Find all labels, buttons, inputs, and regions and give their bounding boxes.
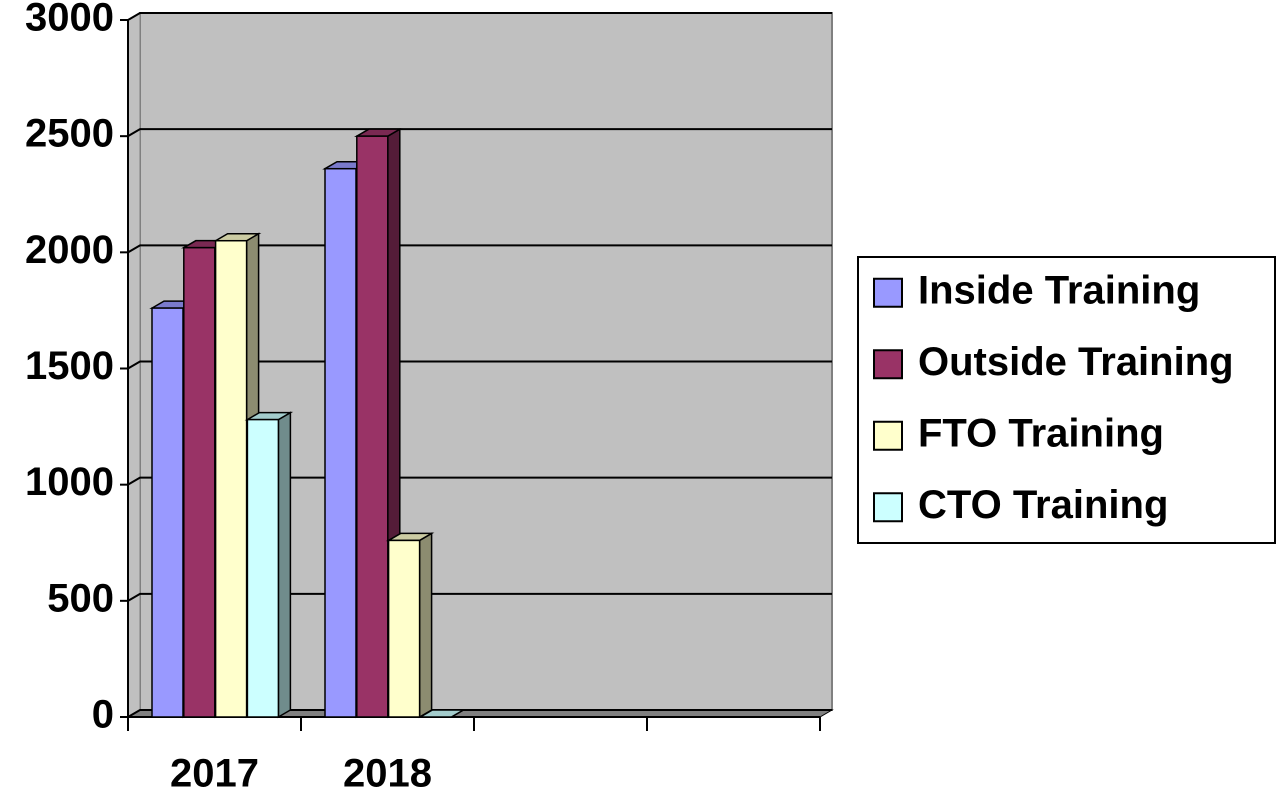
grid-line [127,360,832,370]
y-tick-label: 3000 [25,0,114,40]
legend-swatch [873,492,903,523]
bar-front [387,539,421,718]
y-tick-label: 2000 [25,228,114,272]
legend-swatch [873,420,903,451]
bar-side [277,411,292,719]
x-tick-label: 2018 [343,752,432,796]
bar-front [151,307,184,718]
bar-front [246,418,280,718]
legend-label: FTO Training [918,411,1164,455]
legend-swatch [873,277,903,308]
legend-swatch [873,349,903,380]
bar-front [324,167,357,718]
bar-front [356,135,389,718]
legend-label: Inside Training [918,268,1200,312]
y-tick-label: 1500 [25,344,114,388]
legend-label: CTO Training [918,483,1168,527]
y-tick-label: 0 [92,693,114,737]
grid-line [127,476,832,486]
grid-line [127,244,832,254]
y-tick-label: 500 [47,576,114,620]
grid-line [127,12,832,21]
bar-front [214,239,248,718]
bar-top [417,709,467,718]
legend-box [857,256,1276,544]
grid-line [127,128,832,138]
bar [385,532,435,719]
x-tick-label: 2017 [170,752,259,796]
bar-front [183,246,216,718]
bar-side [418,532,433,719]
y-tick-label: 2500 [25,112,114,156]
y-tick-label: 1000 [25,460,114,504]
bar [244,411,294,719]
bar [417,709,467,718]
legend-label: Outside Training [918,340,1234,384]
grid-line [127,592,832,602]
grid-line [127,709,832,718]
